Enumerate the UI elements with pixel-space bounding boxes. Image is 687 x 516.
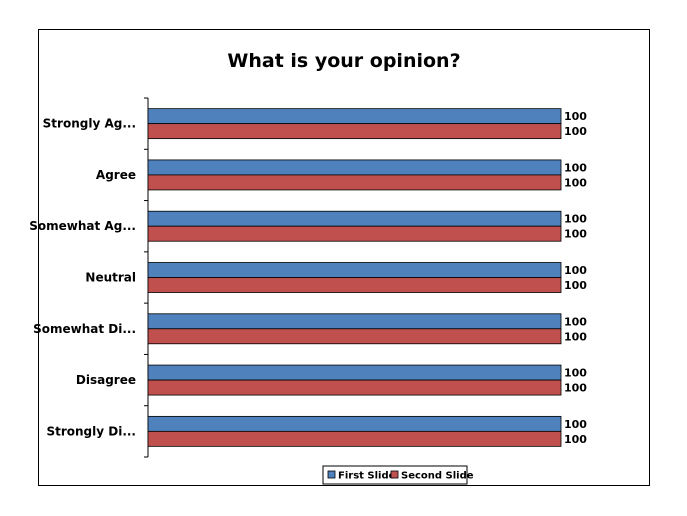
- bar-first-slide: [147, 159, 562, 176]
- category-label: Neutral: [85, 271, 136, 285]
- label-layer: Strongly Ag... 100 100 Agree 100 100 Somewhat …: [29, 110, 587, 446]
- data-label: 100: [564, 176, 587, 189]
- data-label: 100: [564, 418, 587, 431]
- data-label: 100: [564, 228, 587, 241]
- bar-second-slide: [147, 174, 562, 191]
- bar-second-slide: [147, 277, 562, 293]
- bar-layer: [147, 108, 562, 447]
- category-label: Disagree: [76, 373, 136, 387]
- category-label: Strongly Ag...: [43, 117, 136, 131]
- data-label: 100: [564, 264, 587, 277]
- chart-frame: [38, 29, 650, 486]
- bar-first-slide: [147, 415, 562, 432]
- data-label: 100: [564, 382, 587, 395]
- bar-second-slide: [147, 123, 562, 140]
- data-label: 100: [564, 433, 587, 446]
- legend-entry: First Slide: [338, 471, 396, 482]
- category-label: Somewhat Di...: [33, 322, 136, 336]
- bar-second-slide: [147, 430, 562, 447]
- data-label: 100: [564, 279, 587, 292]
- data-label: 100: [564, 330, 587, 343]
- bar-second-slide: [147, 328, 562, 345]
- category-label: Somewhat Ag...: [29, 219, 136, 233]
- legend-swatch: [390, 470, 399, 479]
- category-label: Strongly Di...: [46, 424, 136, 438]
- data-label: 100: [564, 110, 587, 123]
- bar-first-slide: [147, 210, 562, 227]
- chart-title: What is your opinion?: [227, 50, 460, 72]
- bar-first-slide: [147, 262, 562, 278]
- data-label: 100: [564, 125, 587, 138]
- category-label: Agree: [96, 168, 136, 182]
- category-axis: [144, 97, 149, 458]
- data-label: 100: [564, 161, 587, 174]
- legend-entry: Second Slide: [401, 471, 474, 482]
- bar-second-slide: [147, 379, 562, 396]
- legend: First Slide Second Slide: [322, 465, 474, 485]
- data-label: 100: [564, 367, 587, 380]
- bar-first-slide: [147, 364, 562, 381]
- data-label: 100: [564, 315, 587, 328]
- bar-second-slide: [147, 225, 562, 242]
- data-label: 100: [564, 213, 587, 226]
- legend-swatch: [327, 470, 336, 479]
- bar-first-slide: [147, 108, 562, 125]
- bar-first-slide: [147, 313, 562, 330]
